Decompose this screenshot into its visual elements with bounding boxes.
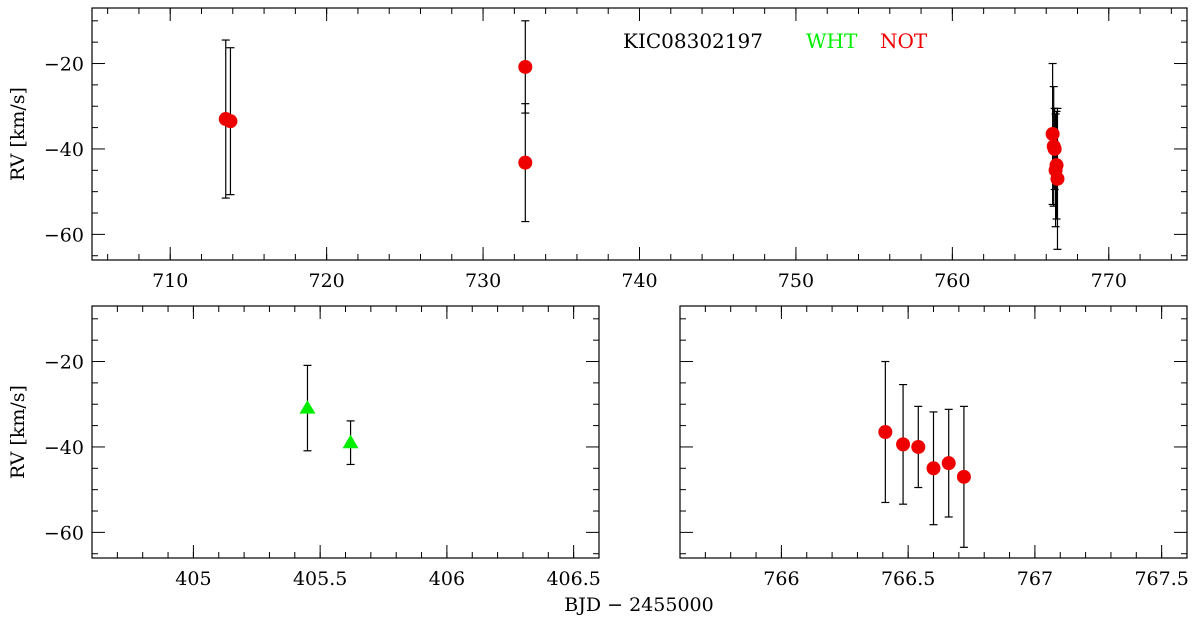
x-tick-label: 406.5	[546, 568, 600, 590]
x-tick-label: 767.5	[1134, 568, 1188, 590]
data-point-not	[1047, 141, 1062, 156]
panel-bottom-right-error-bars	[881, 360, 968, 548]
x-tick-label: 740	[621, 270, 657, 292]
panel-top-ylabel: RV [km/s]	[7, 87, 29, 181]
panel-bottom-left: 405 405.5 406 406.5 −20 −40 −60 RV [km/s]	[7, 305, 601, 590]
y-tick-label: −60	[44, 522, 84, 544]
x-tick-label: 770	[1091, 270, 1127, 292]
data-point-not	[896, 437, 911, 452]
y-tick-label: −40	[44, 437, 84, 459]
legend-entry-not: NOT	[880, 29, 928, 53]
data-point-not	[911, 439, 926, 454]
panel-bottom-left-frame	[91, 305, 600, 559]
data-point-not	[956, 469, 971, 484]
panel-bottom-right: 766 766.5 767 767.5	[679, 305, 1189, 590]
x-tick-label: 710	[152, 270, 188, 292]
data-point-not	[1045, 127, 1060, 141]
panel-top: 710 720 730 740 750 760 770 −20 −40 −60 RV [km/s]…	[7, 7, 1188, 292]
panel-bottom-left-ticks: 405 405.5 406 406.5 −20 −40 −60	[44, 306, 601, 590]
panel-bottom-left-ylabel: RV [km/s]	[7, 385, 29, 479]
panel-bottom-left-error-bars	[303, 364, 355, 466]
x-tick-label: 767	[1017, 568, 1053, 590]
data-point-not	[518, 155, 533, 170]
panel-top-markers	[218, 59, 1065, 186]
y-tick-label: −60	[44, 224, 84, 246]
panel-bottom-right-ticks: 766 766.5 767 767.5	[679, 306, 1189, 590]
panel-top-ticks: 710 720 730 740 750 760 770 −20 −40 −60	[44, 8, 1187, 292]
data-point-not	[518, 59, 533, 74]
x-tick-label: 766	[763, 568, 799, 590]
x-tick-label: 750	[778, 270, 814, 292]
x-tick-label: 766.5	[881, 568, 935, 590]
x-tick-label: 760	[934, 270, 970, 292]
legend-object-name: KIC08302197	[623, 29, 763, 53]
panel-top-error-bars	[221, 20, 1062, 250]
data-point-wht	[342, 434, 359, 449]
legend: KIC08302197 WHT NOT	[623, 29, 928, 53]
x-axis-title: BJD − 2455000	[564, 594, 713, 616]
x-tick-label: 730	[465, 270, 501, 292]
data-point-not	[941, 456, 956, 471]
x-tick-label: 405	[175, 568, 211, 590]
data-point-not	[1050, 171, 1065, 186]
x-tick-label: 405.5	[293, 568, 347, 590]
y-tick-label: −20	[44, 352, 84, 374]
x-tick-label: 720	[309, 270, 345, 292]
y-tick-label: −40	[44, 139, 84, 161]
data-point-not	[926, 461, 941, 476]
x-tick-label: 406	[429, 568, 465, 590]
data-point-not	[878, 425, 893, 439]
data-point-not	[223, 114, 238, 129]
legend-entry-wht: WHT	[806, 29, 858, 53]
data-point-not	[1049, 158, 1064, 173]
y-tick-label: −20	[44, 54, 84, 76]
panel-bottom-left-markers	[299, 400, 359, 449]
panel-bottom-right-markers	[878, 425, 971, 484]
data-point-wht	[299, 400, 316, 414]
